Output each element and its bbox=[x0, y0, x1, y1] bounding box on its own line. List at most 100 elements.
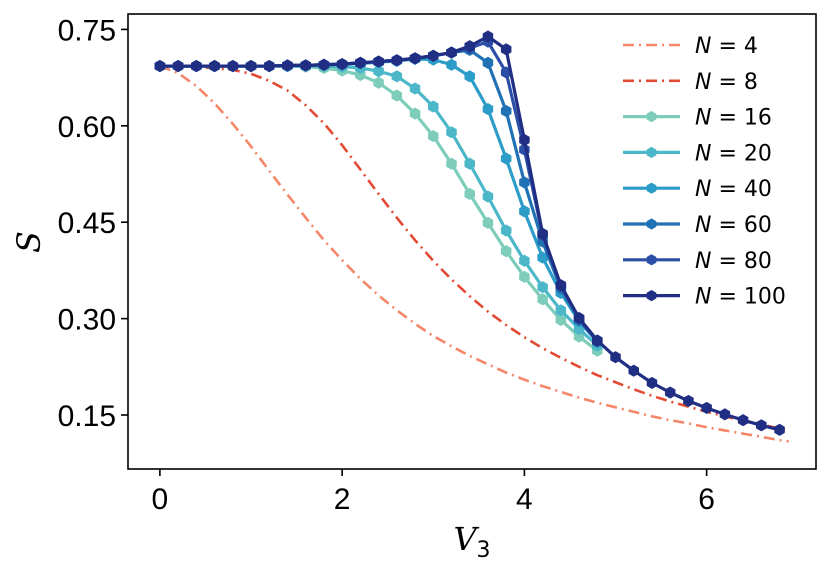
y-tick-label: 0.75 bbox=[58, 14, 116, 47]
legend-label: N = 4 bbox=[695, 34, 758, 59]
data-point bbox=[701, 401, 712, 415]
x-tick-label: 0 bbox=[152, 483, 169, 516]
data-point bbox=[646, 376, 658, 389]
data-point bbox=[464, 157, 475, 170]
series-100 bbox=[154, 30, 785, 436]
data-point bbox=[409, 107, 421, 120]
data-point bbox=[537, 293, 548, 306]
data-point bbox=[555, 304, 567, 317]
legend-marker bbox=[646, 254, 657, 266]
data-point bbox=[519, 254, 530, 267]
legend-label: N = 20 bbox=[695, 141, 772, 166]
x-tick-label: 6 bbox=[698, 483, 715, 516]
data-point bbox=[245, 59, 257, 73]
data-point bbox=[500, 245, 512, 258]
legend-marker bbox=[646, 182, 657, 194]
data-point bbox=[482, 190, 494, 203]
legend-item: N = 8 bbox=[623, 70, 758, 95]
series-8 bbox=[159, 64, 789, 432]
y-tick-label: 0.45 bbox=[58, 207, 116, 240]
data-point bbox=[756, 419, 767, 432]
data-point bbox=[573, 311, 585, 325]
y-tick-label: 0.15 bbox=[58, 400, 116, 433]
data-point bbox=[628, 364, 639, 377]
data-point bbox=[737, 414, 749, 427]
x-axis-label: V3 bbox=[453, 520, 490, 563]
plot-frame bbox=[127, 13, 817, 470]
legend-item: N = 16 bbox=[623, 106, 772, 131]
legend-label: N = 8 bbox=[695, 70, 758, 95]
data-point bbox=[500, 43, 512, 56]
data-point bbox=[446, 58, 457, 71]
data-point bbox=[592, 334, 603, 347]
y-tick-label: 0.30 bbox=[58, 304, 116, 337]
data-point bbox=[300, 59, 311, 72]
data-point bbox=[336, 58, 348, 71]
data-point bbox=[391, 89, 403, 102]
data-point bbox=[446, 46, 457, 59]
data-point bbox=[774, 423, 785, 436]
series-4 bbox=[159, 64, 789, 443]
data-point bbox=[519, 176, 530, 189]
data-point bbox=[209, 59, 220, 73]
data-point bbox=[537, 227, 548, 240]
series-layer bbox=[154, 30, 789, 443]
data-point bbox=[409, 82, 421, 95]
data-point bbox=[610, 351, 621, 364]
legend-item: N = 40 bbox=[623, 177, 772, 202]
x-tick-label: 2 bbox=[334, 483, 351, 516]
legend-item: N = 20 bbox=[623, 141, 772, 166]
data-point bbox=[154, 59, 166, 73]
legend-marker bbox=[646, 146, 657, 158]
series-line bbox=[159, 64, 789, 432]
legend-marker bbox=[646, 111, 657, 123]
legend: N = 4 N = 8 N = 16 N = 20 N = 40 N = 60 N = 80… bbox=[623, 34, 786, 310]
legend-label: N = 100 bbox=[695, 285, 786, 310]
data-point bbox=[446, 157, 457, 170]
data-point bbox=[391, 54, 403, 67]
data-point bbox=[683, 394, 694, 407]
legend-item: N = 60 bbox=[623, 213, 772, 238]
data-point bbox=[482, 30, 494, 43]
legend-item: N = 4 bbox=[623, 34, 758, 59]
data-point bbox=[172, 59, 184, 73]
data-point bbox=[409, 52, 421, 65]
data-point bbox=[428, 100, 439, 113]
data-point bbox=[355, 56, 366, 69]
x-axis: 0 2 4 6 bbox=[152, 469, 715, 516]
legend-label: N = 80 bbox=[695, 249, 772, 274]
data-point bbox=[428, 130, 439, 143]
data-point bbox=[482, 56, 494, 69]
data-point bbox=[464, 40, 475, 53]
data-point bbox=[537, 281, 548, 294]
legend-label: N = 60 bbox=[695, 213, 772, 238]
data-point bbox=[500, 104, 512, 118]
data-point bbox=[664, 386, 676, 399]
series-line bbox=[159, 64, 789, 443]
legend-marker bbox=[646, 290, 657, 302]
data-point bbox=[373, 65, 384, 78]
data-point bbox=[555, 279, 567, 292]
data-point bbox=[519, 270, 530, 283]
plot-area bbox=[128, 14, 816, 469]
data-point bbox=[464, 70, 475, 83]
data-point bbox=[391, 70, 403, 83]
data-point bbox=[482, 216, 494, 229]
legend-marker bbox=[646, 218, 657, 230]
y-axis-label: S bbox=[10, 231, 48, 253]
data-point bbox=[719, 408, 731, 421]
x-tick-label: 4 bbox=[516, 483, 533, 516]
data-point bbox=[500, 224, 512, 237]
data-point bbox=[318, 58, 330, 71]
legend-label: N = 16 bbox=[695, 106, 772, 131]
data-point bbox=[464, 187, 475, 201]
legend-label: N = 40 bbox=[695, 177, 772, 202]
data-point bbox=[519, 205, 530, 218]
y-tick-label: 0.60 bbox=[58, 111, 116, 144]
data-point bbox=[428, 49, 439, 62]
data-point bbox=[227, 59, 239, 73]
data-point bbox=[446, 126, 457, 139]
y-axis: 0.15 0.30 0.45 0.60 0.75 bbox=[58, 14, 128, 433]
data-point bbox=[373, 76, 384, 89]
